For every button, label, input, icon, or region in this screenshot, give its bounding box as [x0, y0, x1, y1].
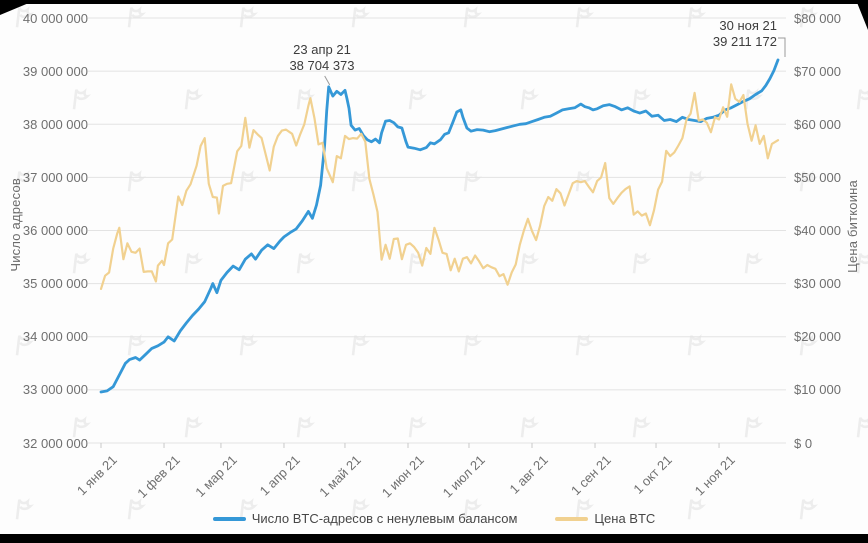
watermark-logo-icon: [72, 416, 92, 438]
annotation-nov-date: 30 ноя 21: [719, 18, 777, 33]
watermark-logo-icon: [687, 334, 707, 356]
watermark-logo-icon: [15, 6, 35, 28]
watermark-logo-icon: [799, 6, 819, 28]
annotation-nov-end: 30 ноя 21 39 211 172: [657, 18, 777, 50]
watermark-logo-icon: [687, 170, 707, 192]
watermark-logo-icon: [127, 334, 147, 356]
watermark-logo-icon: [575, 6, 595, 28]
legend-label-price: Цена BTC: [594, 511, 656, 526]
y-right-tick-label: $30 000: [794, 276, 841, 292]
price-line-swatch: [555, 516, 589, 521]
watermark-logo-icon: [856, 416, 868, 438]
y-left-tick-label: 37 000 000: [22, 169, 88, 185]
watermark-logo-icon: [351, 498, 371, 520]
y-right-tick-label: $10 000: [794, 382, 841, 398]
watermark-logo-icon: [520, 252, 540, 274]
legend: Число BTC-адресов с ненулевым балансом Ц…: [0, 511, 868, 526]
watermark-logo-icon: [856, 252, 868, 274]
watermark-logo-icon: [239, 170, 259, 192]
watermark-logo-icon: [351, 6, 371, 28]
watermark-logo-icon: [127, 170, 147, 192]
watermark-logo-icon: [239, 334, 259, 356]
annotation-apr-value: 38 704 373: [289, 58, 355, 73]
annotation-nov-connector: [778, 37, 786, 57]
watermark-logo-icon: [575, 334, 595, 356]
watermark-logo-icon: [632, 252, 652, 274]
watermark-logo-icon: [463, 170, 483, 192]
watermark-logo-icon: [520, 416, 540, 438]
watermark-logo-icon: [799, 334, 819, 356]
watermark-logo-icon: [799, 170, 819, 192]
y-axis-right-title: Цена биткоина: [845, 180, 860, 273]
y-axis-left-title: Число адресов: [8, 178, 23, 272]
watermark-logo-icon: [296, 88, 316, 110]
watermark-logo-icon: [520, 88, 540, 110]
watermark-logo-icon: [296, 252, 316, 274]
legend-item-price: Цена BTC: [555, 511, 655, 526]
annotation-apr-peak: 23 апр 21 38 704 373: [272, 42, 372, 74]
legend-label-addresses: Число BTC-адресов с ненулевым балансом: [251, 511, 518, 526]
watermark-logo-icon: [463, 498, 483, 520]
y-left-tick-label: 36 000 000: [22, 223, 88, 238]
watermark-logo-icon: [15, 170, 35, 192]
y-left-tick-label: 39 000 000: [22, 63, 88, 79]
y-right-tick-label: $70 000: [794, 63, 841, 79]
y-right-tick-label: $40 000: [794, 223, 841, 238]
watermark-logo-icon: [744, 252, 764, 274]
top-black-bar: [0, 0, 868, 4]
watermark-logo-icon: [408, 416, 428, 438]
addresses-line-series: [99, 58, 780, 394]
watermark-logo-icon: [239, 498, 259, 520]
annotation-nov-value: 39 211 172: [712, 34, 777, 49]
watermark-logo-icon: [296, 416, 316, 438]
watermark-logo-icon: [72, 88, 92, 110]
legend-item-addresses: Число BTC-адресов с ненулевым балансом: [212, 511, 518, 526]
watermark-logo-icon: [799, 498, 819, 520]
watermark-logo-icon: [351, 170, 371, 192]
addresses-line-swatch: [212, 516, 246, 521]
watermark-logo-icon: [687, 498, 707, 520]
watermark-logo-icon: [408, 88, 428, 110]
watermark-logo-icon: [184, 88, 204, 110]
annotation-apr-connector: [324, 75, 331, 86]
y-left-tick-label: 33 000 000: [22, 382, 88, 398]
y-left-tick-label: 35 000 000: [22, 276, 88, 292]
y-right-tick-label: $80 000: [794, 10, 841, 26]
price-line-series: [99, 83, 780, 290]
watermark-logo-icon: [127, 6, 147, 28]
y-left-tick-label: 32 000 000: [22, 435, 88, 451]
watermark-logo-icon: [463, 6, 483, 28]
y-right-tick-label: $60 000: [794, 116, 841, 132]
watermark-logo-icon: [184, 416, 204, 438]
watermark-logo-icon: [687, 6, 707, 28]
watermark-logo-icon: [463, 334, 483, 356]
watermark-logo-icon: [239, 6, 259, 28]
y-left-tick-label: 34 000 000: [22, 329, 88, 345]
y-left-tick-label: 40 000 000: [22, 10, 88, 26]
watermark-logo-icon: [351, 334, 371, 356]
watermark-logo-icon: [744, 416, 764, 438]
watermark-logo-icon: [127, 498, 147, 520]
watermark-logo-icon: [632, 88, 652, 110]
watermark-logo-icon: [15, 334, 35, 356]
watermark-logo-icon: [856, 88, 868, 110]
watermark-logo-icon: [632, 416, 652, 438]
watermark-logo-icon: [15, 498, 35, 520]
y-right-tick-label: $50 000: [794, 169, 841, 185]
annotation-apr-date: 23 апр 21: [293, 42, 351, 57]
y-right-tick-label: $ 0: [794, 435, 813, 451]
bottom-black-bar: [0, 534, 868, 543]
watermark-logo-icon: [575, 498, 595, 520]
watermark-logo-icon: [72, 252, 92, 274]
y-left-tick-label: 38 000 000: [22, 116, 88, 132]
watermark-logo-icon: [184, 252, 204, 274]
y-right-tick-label: $20 000: [794, 329, 841, 345]
